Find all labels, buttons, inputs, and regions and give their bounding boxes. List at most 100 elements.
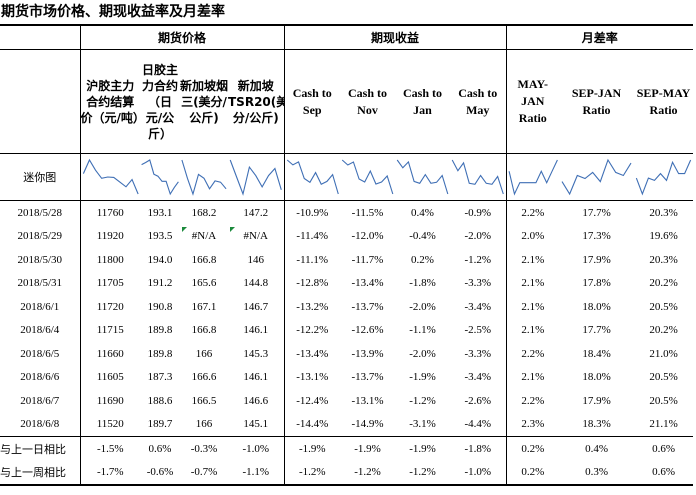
cell-value: 190.8	[147, 300, 173, 313]
cell-value: 20.2%	[649, 324, 678, 337]
cell-value: -2.0%	[409, 300, 436, 313]
cell-value: 11605	[96, 371, 124, 384]
table-row: 2018/5/30 11800 194.0 166.8 146 -11.1% -11.7% 0…	[0, 248, 693, 272]
cell-cash-jan: -1.9%	[395, 366, 450, 390]
cell-value: -12.8%	[296, 277, 329, 290]
sparkline-path-cash-nov	[342, 160, 393, 194]
sparkline-path-tsr20	[230, 160, 281, 194]
cell-tsr20: 146.1	[228, 319, 284, 343]
cell-value: -0.4%	[409, 230, 436, 243]
error-indicator-icon	[230, 226, 235, 232]
cmp-may-jan: 0.2%	[505, 436, 560, 461]
cmp-tsr20: -1.0%	[228, 436, 285, 461]
group-basis-return: 期现收益	[283, 24, 507, 50]
cell-value: -3.3%	[464, 347, 492, 360]
cmp-may-jan: 0.2%	[505, 460, 560, 486]
cell-value: -11.4%	[296, 230, 329, 243]
cell-value: 21.1%	[649, 418, 678, 431]
sparkline-chart-tocom	[140, 154, 180, 200]
cell-value: -12.0%	[351, 230, 384, 243]
cell-tsr20: 145.1	[228, 413, 284, 437]
cell-tocom: 189.8	[140, 319, 180, 343]
cell-value: 146.1	[243, 371, 269, 384]
cell-value: 189.8	[147, 324, 173, 337]
cmp-sep-jan: 0.4%	[559, 436, 635, 461]
cell-may-jan: 2.1%	[505, 365, 560, 389]
cell-cash-may: -3.4%	[450, 295, 506, 319]
cell-value: 17.9%	[582, 394, 611, 407]
cell-rss3: 166.5	[180, 389, 228, 413]
cell-value: 194.0	[147, 253, 173, 266]
cell-cash-sep: -13.1%	[283, 365, 341, 389]
cell-value: 20.5%	[649, 371, 678, 384]
cell-sep-jan: 17.9%	[559, 248, 634, 272]
cell-value: -13.4%	[296, 347, 329, 360]
cell-tsr20: 146.1	[228, 366, 284, 390]
cmp-cash-may: -1.0%	[450, 460, 507, 486]
cell-cash-sep: -13.4%	[283, 342, 341, 366]
cell-value: -2.0%	[409, 347, 436, 360]
cell-sep-jan: 18.0%	[559, 295, 634, 319]
cell-value: -10.9%	[296, 206, 329, 219]
row-date: 2018/6/6	[20, 371, 60, 384]
col-header-sep-jan: SEP-JAN Ratio	[559, 49, 635, 154]
cmp-cash-may: -1.8%	[450, 436, 507, 461]
col-header-cash-sep: Cash to Sep	[283, 49, 341, 154]
cell-value: 18.3%	[582, 418, 611, 431]
cell-rss3: 166	[180, 413, 228, 437]
cell-shfe: 11800	[79, 248, 140, 272]
cell-value: -2.0%	[464, 230, 492, 243]
cell-sep-jan: 17.7%	[559, 319, 634, 343]
table-row: 2018/6/8 11520 189.7 166 145.1 -14.4% -14.9% -3…	[0, 412, 693, 437]
cell-value: 2.1%	[521, 253, 545, 266]
cmp-cash-sep: -1.2%	[283, 460, 341, 486]
sparkline-path-rss3	[182, 160, 226, 194]
cell-cash-may: -4.4%	[450, 413, 506, 437]
table-row: 2018/6/7 11690 188.6 166.5 146.6 -12.4% -13.1%…	[0, 389, 693, 413]
cell-value: -13.7%	[351, 371, 384, 384]
cell-value: 11660	[96, 347, 124, 360]
cell-rss3: 168.2	[180, 201, 228, 225]
row-date: 2018/6/5	[20, 347, 60, 360]
cell-value: 17.7%	[582, 206, 611, 219]
corner-cell-2	[0, 49, 80, 154]
sparkline-sep-jan	[559, 153, 635, 201]
cell-value: 2.2%	[521, 347, 545, 360]
cell-value: -3.4%	[464, 371, 492, 384]
cell-value: 187.3	[147, 371, 173, 384]
cell-cash-may: -2.5%	[450, 319, 506, 343]
cell-shfe: 11690	[79, 389, 140, 413]
col-header-sep-may: SEP-MAY Ratio	[634, 49, 694, 154]
cell-shfe: 11605	[79, 365, 140, 389]
cell-value: 166	[195, 418, 213, 431]
cell-tsr20: 146.6	[228, 389, 284, 413]
row-date: 2018/6/4	[20, 324, 60, 337]
table-row: 2018/5/28 11760 193.1 168.2 147.2 -10.9% -11.5…	[0, 200, 693, 225]
cell-cash-sep: -11.4%	[283, 224, 341, 248]
cell-may-jan: 2.0%	[505, 224, 560, 248]
cell-tocom: 189.7	[140, 413, 180, 437]
cell-value: 188.6	[147, 394, 173, 407]
cell-value: 11690	[96, 394, 124, 407]
cell-value: -13.1%	[296, 371, 329, 384]
group-month-spread: 月差率	[505, 24, 694, 50]
cell-cash-jan: -2.0%	[395, 295, 450, 319]
cell-cash-sep: -12.4%	[283, 389, 341, 413]
cell-tsr20: 147.2	[228, 201, 284, 225]
cell-tsr20: 146.7	[228, 295, 284, 319]
cell-value: 2.2%	[521, 394, 545, 407]
cell-may-jan: 2.1%	[505, 295, 560, 319]
cell-tocom: 194.0	[140, 248, 180, 272]
cell-value: 191.2	[147, 277, 173, 290]
column-header-row: 沪胶主力合约结算价（元/吨） 日胶主力合约（日元/公斤） 新加坡烟三(美分/公斤…	[0, 49, 694, 154]
cell-cash-jan: -0.4%	[395, 225, 450, 249]
comparison-row: 与上一日相比 -1.5% 0.6% -0.3% -1.0% -1.9% -1.9% -1.9%…	[0, 436, 694, 461]
sparkline-path-may-jan	[509, 160, 557, 194]
table-row: 2018/6/1 11720 190.8 167.1 146.7 -13.2% -13.7%…	[0, 295, 693, 319]
cell-value: -0.9%	[464, 206, 492, 219]
sparkline-path-cash-jan	[397, 160, 448, 194]
cell-cash-may: -3.3%	[450, 342, 506, 366]
cell-cash-sep: -13.2%	[283, 295, 341, 319]
comparison-label: 与上一日相比	[0, 436, 80, 461]
sparkline-shfe	[79, 153, 140, 201]
